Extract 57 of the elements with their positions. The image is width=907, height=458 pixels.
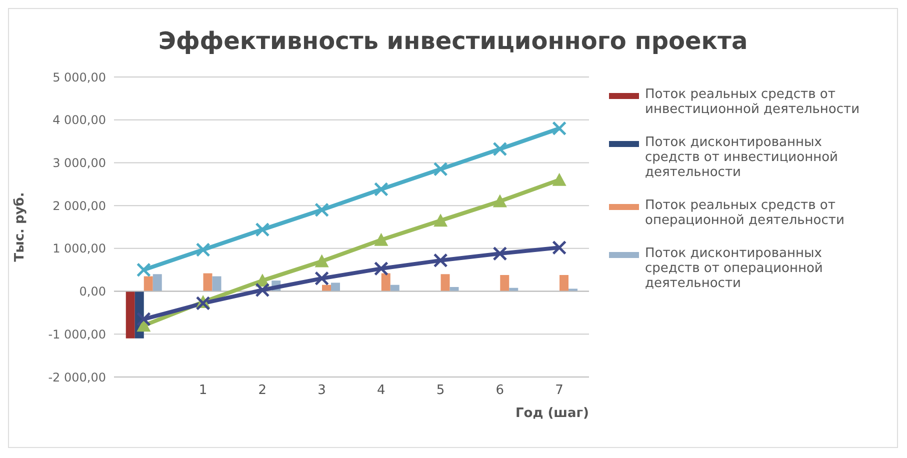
point (492, 194, 507, 208)
bar (322, 284, 331, 292)
bar (126, 291, 135, 338)
bar (500, 275, 510, 292)
point (552, 121, 567, 136)
bar (568, 288, 578, 292)
point (136, 312, 151, 326)
legend-label: Поток реальных средств от операционной деятельности (645, 198, 846, 228)
bar (381, 273, 390, 292)
chart-title: Эффективность инвестиционного проекта (157, 26, 749, 57)
x-tick-label: 1 (198, 383, 208, 398)
point (196, 242, 210, 257)
point (433, 162, 448, 176)
bar (331, 282, 340, 292)
bar (440, 274, 450, 292)
bar (152, 274, 162, 292)
x-tick-label: 2 (258, 383, 267, 398)
bar (560, 275, 568, 292)
y-tick-label: -2 000,00 (48, 370, 106, 384)
bar (390, 284, 400, 292)
x-axis-title: Год (шаг) (516, 406, 589, 421)
legend-label: Поток реальных средств от инвестиционной деятельности (645, 87, 861, 117)
y-tick-label: 2 000,00 (52, 198, 106, 213)
point (552, 240, 567, 255)
point (314, 202, 330, 218)
legend-label: Поток дисконтированных средств от операционной деятельности (645, 246, 824, 291)
x-tick-label: 7 (555, 383, 564, 398)
point (314, 271, 330, 286)
bar (212, 276, 222, 292)
bar (450, 287, 459, 292)
y-tick-label: 3 000,00 (52, 156, 106, 170)
point (314, 254, 329, 268)
y-tick-label: 0,00 (79, 284, 106, 299)
y-axis-title: Тыс. руб. (12, 192, 28, 262)
y-tick-label: 4 000,00 (52, 113, 106, 128)
point (374, 261, 388, 276)
point (434, 214, 448, 227)
point (255, 222, 270, 237)
legend-label: Поток дисконтированных средств от инвестиционной деятельности (645, 135, 839, 180)
point (374, 182, 388, 197)
y-tick-label: 5 000,00 (52, 70, 106, 84)
point (492, 246, 508, 261)
point (374, 232, 388, 246)
point (196, 296, 210, 311)
x-tick-label: 3 (318, 383, 326, 398)
bar (144, 276, 153, 292)
bar (203, 273, 212, 292)
x-tick-label: 6 (496, 383, 504, 398)
x-tick-label: 4 (377, 383, 386, 398)
point (255, 282, 270, 298)
y-tick-label: 1 000,00 (52, 242, 106, 256)
x-tick-label: 5 (436, 383, 445, 398)
point (492, 142, 508, 156)
point (552, 172, 566, 186)
point (433, 253, 448, 268)
point (136, 262, 151, 278)
y-tick-label: -1 000,00 (48, 327, 106, 342)
